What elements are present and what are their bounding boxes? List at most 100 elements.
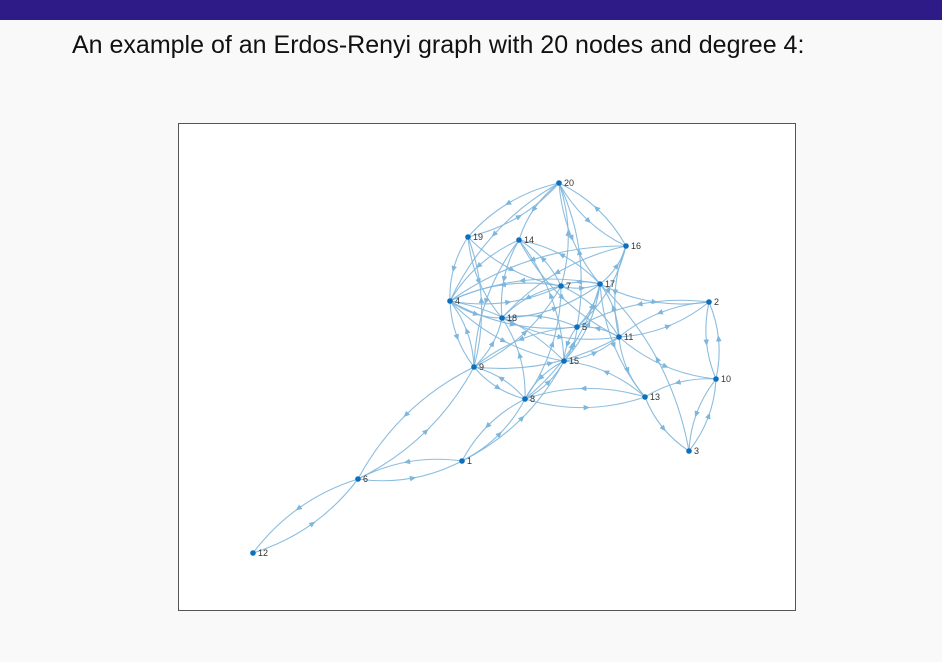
edge-arrow-18-to-11 <box>556 333 564 340</box>
edge-arrow-15-to-11 <box>590 351 598 357</box>
node-10: 10 <box>713 374 731 384</box>
edge-arrow-4-to-7 <box>504 299 512 306</box>
node-8: 8 <box>522 394 535 404</box>
node-label-5: 5 <box>582 322 587 332</box>
edge-7-to-4 <box>449 282 562 302</box>
edge-arrow-9-to-7 <box>520 330 528 337</box>
edge-11-to-13 <box>618 336 646 398</box>
node-label-13: 13 <box>650 392 660 402</box>
edge-arrow-8-to-7 <box>548 340 555 348</box>
edge-arrow-9-to-8 <box>494 383 502 390</box>
edge-arrow-8-to-9 <box>497 376 505 383</box>
edge-arrow-14-to-9 <box>484 297 490 305</box>
node-label-7: 7 <box>566 281 571 291</box>
edge-8-to-13 <box>524 396 646 409</box>
edge-arrow-17-to-14 <box>558 253 566 259</box>
edge-arrow-20-to-17 <box>568 234 574 242</box>
edge-1-to-15 <box>461 360 565 462</box>
edge-arrow-7-to-18 <box>524 294 532 300</box>
node-dot-13 <box>642 394 648 400</box>
node-2: 2 <box>706 297 719 307</box>
node-label-19: 19 <box>473 232 483 242</box>
graph-plot-frame: 1 2 3 4 5 6 7 8 9 10 11 12 13 14 15 16 17 18 19 20 <box>178 123 796 611</box>
edge-arrow-8-to-1 <box>485 421 492 429</box>
edge-13-to-15 <box>563 360 646 398</box>
edge-6-to-12 <box>252 478 359 554</box>
edge-arrow-14-to-18 <box>501 275 508 283</box>
edge-arrow-3-to-17 <box>655 356 662 364</box>
edge-arrow-11-to-5 <box>594 326 601 332</box>
edge-arrow-1-to-6 <box>403 458 411 465</box>
node-label-10: 10 <box>721 374 731 384</box>
edge-11-to-10 <box>618 336 717 380</box>
node-dot-6 <box>355 476 361 482</box>
edge-arrow-9-to-6 <box>403 410 411 418</box>
edge-arrow-13-to-3 <box>659 424 666 432</box>
node-label-11: 11 <box>624 332 633 342</box>
node-14: 14 <box>516 235 534 245</box>
edge-arrow-4-to-15 <box>499 336 507 343</box>
edge-arrow-7-to-14 <box>540 256 547 263</box>
edge-arrow-5-to-15 <box>565 340 571 348</box>
edge-arrow-15-to-8 <box>538 373 545 381</box>
edge-20-to-14 <box>518 182 560 241</box>
edge-arrow-3-to-10 <box>705 412 711 420</box>
edge-9-to-6 <box>357 366 475 480</box>
edge-arrow-14-to-11 <box>558 293 565 300</box>
node-9: 9 <box>471 362 484 372</box>
edge-arrow-2-to-11 <box>656 309 664 315</box>
edge-arrow-11-to-13 <box>624 366 630 374</box>
node-dot-1 <box>459 458 465 464</box>
edge-16-to-20 <box>558 182 627 247</box>
edge-arrow-11-to-2 <box>664 324 672 330</box>
edge-arrow-16-to-20 <box>594 205 601 213</box>
edge-17-to-14 <box>518 239 601 285</box>
edge-arrow-1-to-8 <box>495 431 502 439</box>
edge-arrow-4-to-5 <box>509 321 517 327</box>
node-label-6: 6 <box>363 474 368 484</box>
node-dot-2 <box>706 299 712 305</box>
edge-arrow-11-to-17 <box>611 304 617 312</box>
node-20: 20 <box>556 178 574 188</box>
node-dot-16 <box>623 243 629 249</box>
edge-arrow-19-to-4 <box>451 265 457 273</box>
node-4: 4 <box>447 296 460 306</box>
edge-arrow-6-to-1 <box>409 475 417 482</box>
node-label-9: 9 <box>479 362 484 372</box>
edge-arrow-11-to-7 <box>590 303 598 310</box>
node-19: 19 <box>465 232 483 242</box>
node-label-3: 3 <box>694 446 699 456</box>
edge-arrow-20-to-16 <box>584 216 591 224</box>
node-dot-18 <box>499 315 505 321</box>
edge-arrow-16-to-4 <box>529 256 536 262</box>
node-1: 1 <box>459 456 472 466</box>
edge-10-to-2 <box>708 301 720 380</box>
node-6: 6 <box>355 474 368 484</box>
header-bar <box>0 0 942 20</box>
edge-4-to-7 <box>449 285 562 305</box>
node-dot-8 <box>522 396 528 402</box>
node-13: 13 <box>642 392 660 402</box>
edge-arrow-8-to-18 <box>517 352 524 359</box>
node-label-12: 12 <box>258 548 268 558</box>
node-5: 5 <box>574 322 587 332</box>
node-label-15: 15 <box>569 356 579 366</box>
node-label-8: 8 <box>530 394 535 404</box>
edge-arrow-9-to-11 <box>546 361 554 367</box>
node-16: 16 <box>623 241 641 251</box>
edge-arrow-20-to-4 <box>491 230 499 237</box>
edge-arrow-20-to-19 <box>505 199 512 206</box>
node-11: 11 <box>616 332 633 342</box>
edge-arrow-6-to-12 <box>295 504 303 511</box>
node-dot-19 <box>465 234 471 240</box>
edge-3-to-10 <box>688 378 717 452</box>
slide-title: An example of an Erdos-Renyi graph with … <box>72 31 805 59</box>
edge-8-to-1 <box>461 398 526 462</box>
edge-arrow-17-to-13 <box>610 341 616 349</box>
edge-arrow-18-to-17 <box>551 306 559 312</box>
node-12: 12 <box>250 548 268 558</box>
node-18: 18 <box>499 313 517 323</box>
node-dot-15 <box>561 358 567 364</box>
edge-arrow-20-to-14 <box>531 205 538 213</box>
